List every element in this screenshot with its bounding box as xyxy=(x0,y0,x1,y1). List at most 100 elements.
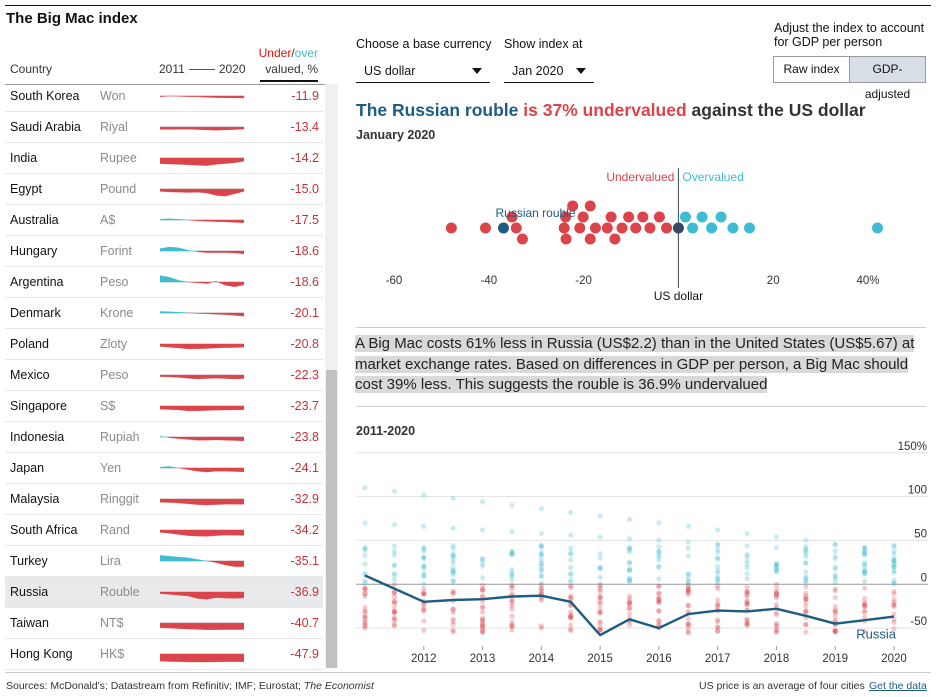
valuation-value: -34.2 xyxy=(290,523,320,537)
table-row[interactable]: Hong Kong HK$ -47.9 xyxy=(5,639,323,670)
history-point xyxy=(509,598,515,604)
history-point xyxy=(803,548,809,554)
currency-name: Riyal xyxy=(100,120,128,134)
trend-sparkline xyxy=(160,374,244,380)
table-row[interactable]: Mexico Peso -22.3 xyxy=(5,360,323,391)
column-header-country[interactable]: Country xyxy=(10,62,53,76)
base-currency-select[interactable]: US dollar xyxy=(356,57,490,83)
x-tick-label: 2020 xyxy=(881,653,907,665)
history-point xyxy=(773,612,780,618)
scrollbar-thumb[interactable] xyxy=(326,370,337,668)
history-point xyxy=(568,557,574,563)
history-point xyxy=(421,554,427,560)
valuation-value: -15.0 xyxy=(290,182,320,196)
history-point xyxy=(891,558,897,564)
history-point xyxy=(509,613,515,619)
gdp-adjusted-button[interactable]: GDP-adjusted xyxy=(849,57,925,101)
beeswarm-point xyxy=(637,211,649,223)
history-point xyxy=(862,550,868,556)
history-point xyxy=(391,562,397,568)
x-tick-label: 2012 xyxy=(411,653,437,665)
country-name: Poland xyxy=(10,337,49,351)
history-point xyxy=(391,577,397,583)
history-point xyxy=(626,578,633,584)
table-row[interactable]: Egypt Pound -15.0 xyxy=(5,174,323,205)
table-row[interactable]: Hungary Forint -18.6 xyxy=(5,236,323,267)
sources: Sources: McDonald's; Datastream from Ref… xyxy=(6,680,374,692)
get-data-link[interactable]: Get the data xyxy=(869,680,927,692)
header-valued: valued, % xyxy=(265,62,318,76)
trend-end-year: 2020 xyxy=(218,62,246,76)
country-table: Country 2011 2020 Under/over valued, % S… xyxy=(5,40,340,670)
history-point xyxy=(597,627,603,633)
table-row[interactable]: Russia Rouble -36.9 xyxy=(5,577,323,608)
history-point xyxy=(744,592,750,598)
russia-line xyxy=(364,574,895,637)
show-index-select[interactable]: Jan 2020 xyxy=(504,57,594,83)
history-point xyxy=(597,620,603,626)
table-row[interactable]: South Korea Won -11.9 xyxy=(5,81,323,112)
description: A Big Mac costs 61% less in Russia (US$2… xyxy=(355,334,929,396)
history-point xyxy=(744,558,750,564)
table-row[interactable]: India Rupee -14.2 xyxy=(5,143,323,174)
description-rule-bottom xyxy=(356,406,926,407)
history-point xyxy=(656,544,662,550)
history-point xyxy=(744,601,750,607)
history-point xyxy=(685,608,691,614)
history-point xyxy=(744,584,750,590)
history-point xyxy=(362,616,368,622)
overvalued-label: Overvalued xyxy=(682,170,743,184)
history-point xyxy=(421,544,427,551)
table-row[interactable]: Singapore S$ -23.7 xyxy=(5,391,323,422)
table-row[interactable]: Argentina Peso -18.6 xyxy=(5,267,323,298)
history-point xyxy=(450,629,456,635)
valuation-value: -32.9 xyxy=(290,492,320,506)
history-point xyxy=(773,610,780,616)
history-point xyxy=(773,595,780,601)
table-row[interactable]: Saudi Arabia Riyal -13.4 xyxy=(5,112,323,143)
valuation-value: -22.3 xyxy=(290,368,320,382)
table-row[interactable]: Taiwan NT$ -40.7 xyxy=(5,608,323,639)
table-row[interactable]: Denmark Krone -20.1 xyxy=(5,298,323,329)
history-point xyxy=(479,615,486,621)
history-point xyxy=(391,621,397,628)
history-point xyxy=(832,607,838,613)
history-point xyxy=(597,586,603,592)
history-point xyxy=(391,600,397,607)
history-point xyxy=(685,545,691,551)
valuation-value: -11.9 xyxy=(291,89,319,103)
history-point xyxy=(597,585,603,591)
history-point xyxy=(862,614,868,620)
history-point xyxy=(421,590,427,596)
table-row[interactable]: Poland Zloty -20.8 xyxy=(5,329,323,360)
history-point xyxy=(597,595,603,601)
table-row[interactable]: Indonesia Rupiah -23.8 xyxy=(5,422,323,453)
history-point xyxy=(538,625,544,631)
table-row[interactable]: Japan Yen -24.1 xyxy=(5,453,323,484)
history-point xyxy=(744,617,750,623)
history-point xyxy=(744,551,750,557)
table-row[interactable]: Australia A$ -17.5 xyxy=(5,205,323,236)
history-point xyxy=(568,584,574,590)
table-row[interactable]: South Africa Rand -34.2 xyxy=(5,515,323,546)
raw-index-button[interactable]: Raw index xyxy=(783,62,840,76)
history-point xyxy=(803,599,809,605)
history-point xyxy=(803,608,809,614)
table-row[interactable]: Malaysia Ringgit -32.9 xyxy=(5,484,323,515)
column-header-value[interactable]: Under/over valued, % xyxy=(259,45,318,77)
beeswarm-point xyxy=(871,222,883,234)
history-point xyxy=(362,593,368,600)
history-point xyxy=(832,566,838,572)
chevron-down-icon xyxy=(576,68,586,74)
history-point xyxy=(362,625,368,631)
history-point xyxy=(597,582,603,589)
history-point xyxy=(626,578,633,584)
history-point xyxy=(803,550,809,556)
history-point xyxy=(626,545,633,551)
history-point xyxy=(421,548,427,554)
history-point xyxy=(421,564,427,570)
valuation-value: -35.1 xyxy=(290,554,320,568)
history-point xyxy=(715,619,721,625)
table-row[interactable]: Turkey Lira -35.1 xyxy=(5,546,323,577)
history-point xyxy=(391,605,397,611)
